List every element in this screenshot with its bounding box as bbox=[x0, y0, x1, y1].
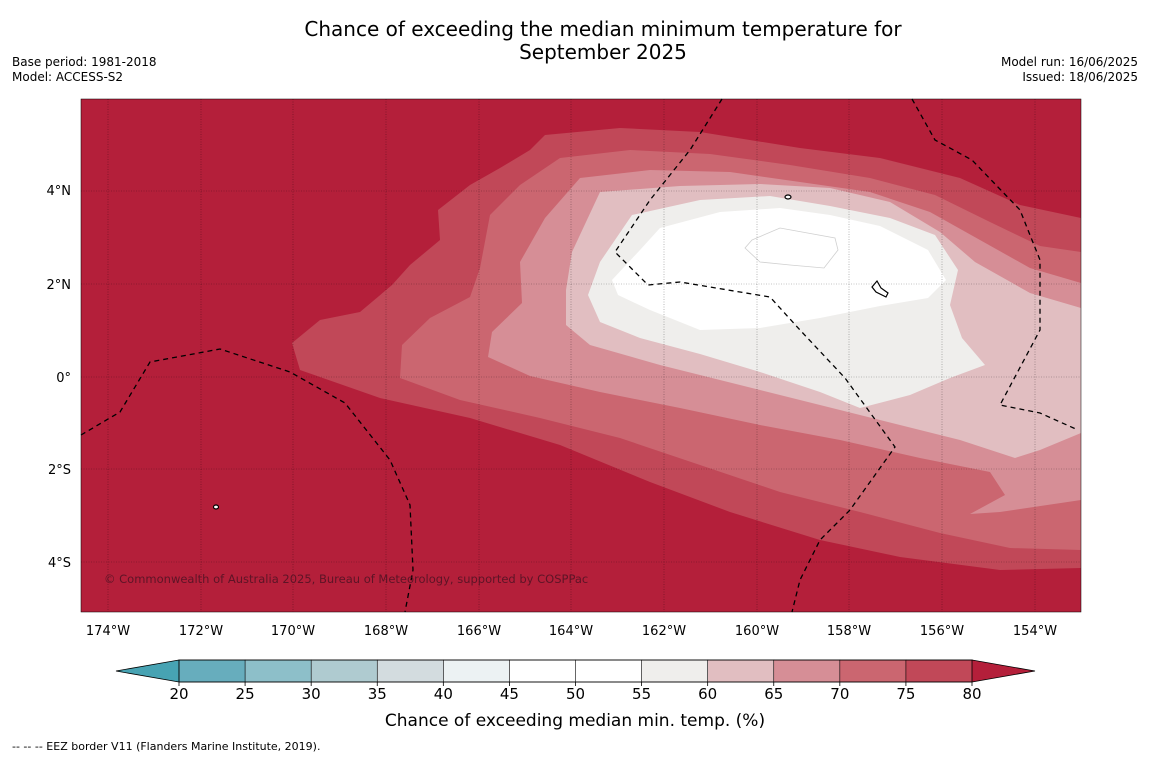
meta-left: Base period: 1981-2018 Model: ACCESS-S2 bbox=[12, 55, 157, 85]
colorbar-cell bbox=[509, 659, 577, 683]
model-text: Model: ACCESS-S2 bbox=[12, 70, 124, 84]
colorbar-cell bbox=[244, 659, 312, 683]
lon-label: 160°W bbox=[735, 624, 779, 639]
contour-line-45 bbox=[744, 227, 839, 269]
colorbar-cell bbox=[905, 659, 973, 683]
lon-label: 162°W bbox=[642, 624, 686, 639]
colorbar-cell bbox=[641, 659, 709, 683]
lat-label: 2°N bbox=[47, 278, 72, 293]
lon-label: 166°W bbox=[457, 624, 501, 639]
colorbar-cell bbox=[376, 659, 444, 683]
lat-label: 0° bbox=[56, 371, 71, 386]
colorbar-tick-label: 20 bbox=[169, 685, 188, 703]
map-figure: © Commonwealth of Australia 2025, Bureau… bbox=[47, 98, 1082, 731]
lon-label: 158°W bbox=[827, 624, 871, 639]
colorbar-cell bbox=[707, 659, 775, 683]
map-title: Chance of exceeding the median minimum t… bbox=[0, 18, 1150, 64]
colorbar-tick-label: 55 bbox=[632, 685, 651, 703]
christmas-island bbox=[871, 279, 889, 298]
lon-label: 172°W bbox=[179, 624, 223, 639]
copyright-text: © Commonwealth of Australia 2025, Bureau… bbox=[104, 572, 588, 586]
issued-text: Issued: 18/06/2025 bbox=[1022, 70, 1138, 84]
axis-labels: 174°W 172°W 170°W 168°W 166°W 164°W 162°… bbox=[47, 184, 1058, 639]
howland-island bbox=[212, 504, 220, 510]
colorbar-tick-label: 35 bbox=[368, 685, 387, 703]
lat-label: 4°N bbox=[47, 184, 72, 199]
map-frame bbox=[80, 98, 1082, 613]
colorbar-under-arrow bbox=[116, 660, 179, 682]
contour-band-50 bbox=[612, 208, 946, 330]
colorbar-tick-label: 80 bbox=[962, 685, 981, 703]
colorbar-cell bbox=[310, 659, 378, 683]
lon-label: 168°W bbox=[364, 624, 408, 639]
colorbar-cell bbox=[773, 659, 841, 683]
lon-label: 156°W bbox=[920, 624, 964, 639]
colorbar-tick-label: 70 bbox=[830, 685, 849, 703]
title-line-2: September 2025 bbox=[519, 40, 687, 64]
colorbar-tick-label: 75 bbox=[896, 685, 915, 703]
colorbar: 20 25 30 35 40 45 50 55 60 65 70 75 80 Chance of exc… bbox=[115, 659, 1036, 731]
lat-label: 2°S bbox=[48, 463, 71, 478]
colorbar-label: Chance of exceeding median min. temp. (%… bbox=[385, 711, 765, 731]
colorbar-tick-label: 45 bbox=[500, 685, 519, 703]
colorbar-tick-label: 30 bbox=[302, 685, 321, 703]
lon-label: 164°W bbox=[549, 624, 593, 639]
lat-label: 4°S bbox=[48, 556, 71, 571]
title-line-1: Chance of exceeding the median minimum t… bbox=[304, 17, 902, 41]
colorbar-cell bbox=[178, 659, 246, 683]
colorbar-tick-label: 25 bbox=[236, 685, 255, 703]
graticule bbox=[81, 99, 1081, 612]
colorbar-tick-label: 40 bbox=[434, 685, 453, 703]
lon-label: 170°W bbox=[271, 624, 315, 639]
colorbar-over-arrow bbox=[972, 660, 1035, 682]
colorbar-tick-label: 50 bbox=[566, 685, 585, 703]
colorbar-cell bbox=[839, 659, 907, 683]
model-run-text: Model run: 16/06/2025 bbox=[1000, 55, 1138, 69]
map-panel: © Commonwealth of Australia 2025, Bureau… bbox=[80, 98, 1082, 613]
eez-footnote: -- -- -- EEZ border V11 (Flanders Marine… bbox=[12, 740, 321, 753]
eez-borders bbox=[80, 98, 1079, 613]
meta-right: Model run: 16/06/2025 Issued: 18/06/2025 bbox=[1001, 55, 1138, 85]
islands bbox=[212, 194, 889, 510]
colorbar-cell bbox=[443, 659, 511, 683]
colorbar-cell bbox=[575, 659, 643, 683]
lon-label: 154°W bbox=[1013, 624, 1057, 639]
fanning-island bbox=[784, 194, 792, 200]
colorbar-tick-label: 65 bbox=[764, 685, 783, 703]
colorbar-tick-label: 60 bbox=[698, 685, 717, 703]
base-period-text: Base period: 1981-2018 bbox=[12, 55, 157, 69]
lon-label: 174°W bbox=[86, 624, 130, 639]
